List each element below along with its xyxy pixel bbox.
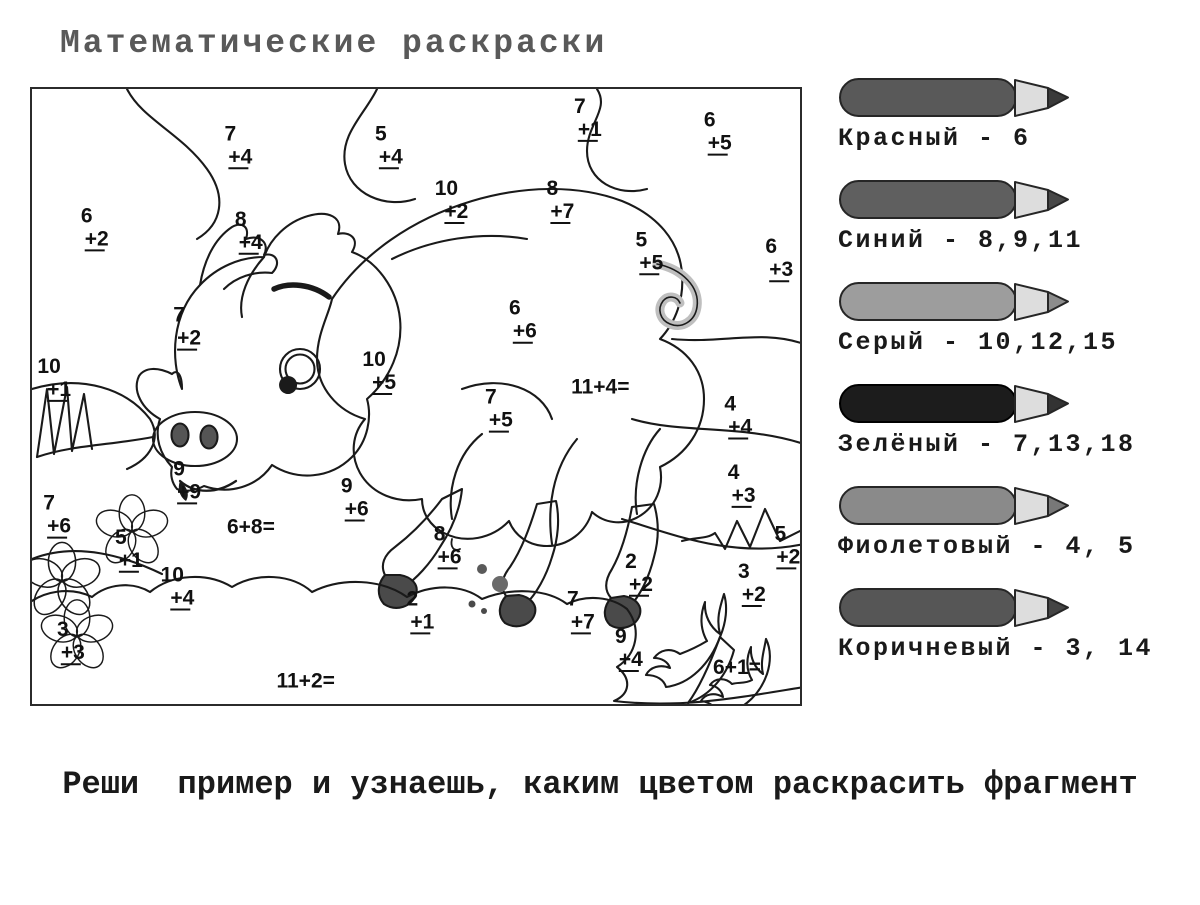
svg-text:5: 5	[774, 522, 786, 545]
svg-text:4: 4	[724, 393, 736, 416]
svg-text:+5: +5	[489, 409, 513, 432]
svg-text:11+2=: 11+2=	[276, 670, 334, 693]
svg-text:2: 2	[625, 550, 637, 573]
svg-text:7: 7	[485, 386, 497, 409]
svg-text:5: 5	[115, 526, 127, 549]
svg-text:9: 9	[173, 457, 185, 480]
svg-text:+1: +1	[410, 610, 434, 633]
svg-text:+7: +7	[550, 200, 574, 223]
svg-text:5: 5	[375, 122, 387, 145]
svg-text:10: 10	[362, 348, 385, 371]
svg-text:9: 9	[615, 625, 627, 648]
svg-text:8: 8	[434, 522, 446, 545]
svg-text:+4: +4	[379, 145, 403, 168]
svg-text:7: 7	[574, 95, 586, 118]
svg-text:3: 3	[738, 560, 750, 583]
svg-text:+2: +2	[177, 327, 201, 350]
svg-text:+3: +3	[732, 484, 756, 507]
svg-text:6: 6	[765, 235, 777, 258]
svg-text:+2: +2	[742, 583, 766, 606]
svg-text:8: 8	[235, 208, 247, 231]
svg-text:+4: +4	[170, 587, 194, 610]
svg-text:6: 6	[81, 204, 93, 227]
svg-text:3: 3	[57, 618, 69, 641]
svg-text:6+8=: 6+8=	[227, 516, 275, 539]
svg-text:+2: +2	[776, 545, 800, 568]
svg-text:4: 4	[728, 461, 740, 484]
svg-text:7: 7	[43, 492, 55, 515]
svg-text:8: 8	[547, 177, 559, 200]
svg-text:2: 2	[406, 587, 418, 610]
svg-text:+4: +4	[728, 416, 752, 439]
svg-text:10: 10	[161, 564, 184, 587]
svg-text:6: 6	[509, 297, 521, 320]
svg-text:+4: +4	[228, 145, 252, 168]
svg-text:+5: +5	[708, 132, 732, 155]
svg-text:+9: +9	[177, 480, 201, 503]
svg-text:6+1=: 6+1=	[713, 656, 761, 679]
svg-text:6: 6	[704, 109, 716, 132]
svg-text:+6: +6	[345, 498, 369, 521]
svg-text:+2: +2	[629, 573, 653, 596]
svg-text:11+4=: 11+4=	[571, 375, 629, 398]
svg-text:5: 5	[635, 228, 647, 251]
svg-text:+5: +5	[372, 371, 396, 394]
svg-text:+6: +6	[438, 545, 462, 568]
svg-text:7: 7	[567, 587, 579, 610]
svg-text:+4: +4	[239, 231, 263, 254]
svg-text:+6: +6	[513, 320, 537, 343]
svg-text:7: 7	[173, 304, 185, 327]
svg-text:+3: +3	[769, 258, 793, 281]
svg-text:+4: +4	[619, 648, 643, 671]
svg-text:+2: +2	[444, 200, 468, 223]
svg-text:10: 10	[435, 177, 458, 200]
svg-text:+3: +3	[61, 641, 85, 664]
svg-text:+7: +7	[571, 610, 595, 633]
svg-text:7: 7	[225, 122, 237, 145]
svg-text:+1: +1	[578, 118, 602, 141]
svg-text:+5: +5	[639, 251, 663, 274]
svg-text:9: 9	[341, 475, 353, 498]
svg-text:+6: +6	[47, 515, 71, 538]
svg-text:+1: +1	[119, 549, 143, 572]
svg-text:+2: +2	[85, 227, 109, 250]
svg-text:10: 10	[37, 355, 60, 378]
svg-text:+1: +1	[47, 378, 71, 401]
